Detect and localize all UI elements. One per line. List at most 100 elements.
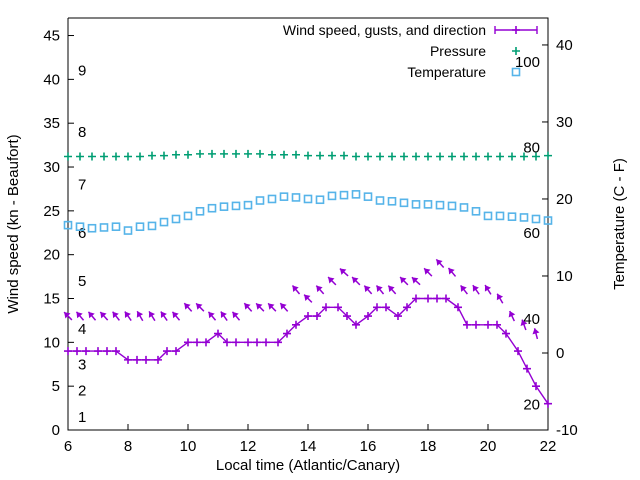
wind-speed-point (232, 338, 240, 347)
arrow-head (508, 311, 516, 318)
fahrenheit-label: 40 (523, 311, 540, 328)
temperature-point (195, 206, 205, 216)
arrow-head (124, 311, 131, 319)
wind-speed-point (163, 347, 171, 356)
arrow-head (208, 311, 215, 319)
wind-direction-arrow (87, 311, 97, 321)
pressure-point (184, 150, 192, 159)
temperature-point (243, 200, 253, 210)
wind-direction-arrow (136, 310, 144, 322)
temperature-point (291, 193, 301, 202)
x-tick-label: 12 (240, 438, 257, 455)
wind-speed-point (454, 303, 462, 312)
wind-direction-arrow (411, 276, 421, 286)
wind-direction-arrow (423, 267, 433, 277)
temperature-point (375, 196, 385, 205)
pressure-point (148, 151, 156, 160)
pressure-point (532, 152, 540, 161)
beaufort-label: 5 (78, 273, 86, 290)
beaufort-label: 9 (78, 63, 86, 80)
arrow-head (88, 311, 95, 319)
beaufort-label: 6 (78, 225, 86, 242)
wind-direction-arrow (327, 276, 337, 286)
chart-legend: Wind speed, gusts, and direction Pressure… (283, 22, 538, 80)
wind-speed-point (292, 320, 300, 329)
wind-direction-arrow (112, 311, 120, 321)
temperature-point (363, 192, 373, 201)
temperature-point (399, 198, 409, 208)
wind-speed-point (214, 329, 222, 338)
y2-axis-title: Temperature (C - F) (611, 158, 628, 290)
wind-direction-arrow (508, 310, 516, 322)
wind-speed-point (403, 303, 411, 312)
temperature-point (207, 203, 217, 213)
wind-direction-arrow (124, 311, 132, 321)
pressure-point (268, 150, 276, 159)
x-tick-label: 20 (480, 438, 497, 455)
legend-label: Wind speed, gusts, and direction (283, 22, 486, 38)
wind-speed-point (103, 347, 111, 356)
wind-direction-arrow (447, 267, 457, 277)
y2-tick-label: 40 (556, 37, 573, 54)
arrow-head (256, 303, 263, 310)
y2-tick-label: 10 (556, 268, 573, 285)
temperature-point (327, 191, 337, 201)
arrow-head (424, 268, 431, 275)
temperature-point (339, 190, 349, 200)
pressure-point (88, 152, 96, 161)
y-tick-label: 35 (43, 115, 60, 132)
wind-direction-arrow (99, 311, 109, 321)
y2-tick-label: -10 (556, 422, 578, 439)
pressure-point (520, 152, 528, 161)
legend-label: Pressure (430, 43, 486, 59)
temperature-point (123, 226, 133, 235)
temperature-point (435, 200, 445, 210)
wind-speed-point (142, 355, 150, 364)
wind-speed-point (253, 338, 261, 347)
wind-speed-point (283, 329, 291, 338)
pressure-point (424, 152, 432, 161)
wind-speed-point (493, 320, 501, 329)
pressure-point (484, 152, 492, 161)
temperature-point (111, 222, 121, 231)
y2-tick-label: 30 (556, 114, 573, 131)
y-axis-ticks: 0 5 10 15 20 25 30 35 40 45 (43, 28, 74, 439)
y-tick-label: 30 (43, 159, 60, 176)
wind-direction-arrow (63, 311, 73, 321)
wind-speed-point (64, 347, 72, 356)
y-axis-title: Wind speed (kn - Beaufort) (5, 134, 22, 313)
temperature-point (255, 196, 265, 205)
wind-speed-point (94, 347, 102, 356)
pressure-point (112, 152, 120, 161)
pressure-point (340, 151, 348, 160)
temperature-point (99, 223, 109, 232)
arrow-head (352, 277, 359, 284)
wind-speed-point (154, 355, 162, 364)
beaufort-label: 4 (78, 321, 86, 338)
temperature-point (315, 195, 325, 205)
legend-label: Temperature (407, 64, 486, 80)
pressure-point (508, 152, 516, 161)
wind-direction-arrow (496, 293, 504, 304)
y-tick-label: 15 (43, 291, 60, 308)
temperature-point (447, 201, 457, 211)
arrow-head (339, 268, 347, 275)
temperature-point (171, 214, 181, 224)
temperature-point (219, 202, 229, 211)
wind-direction-arrow (148, 310, 156, 322)
arrow-head (172, 311, 179, 319)
legend-sample-plus (512, 26, 520, 34)
pressure-point (220, 149, 228, 158)
beaufort-label: 2 (78, 383, 86, 400)
temperature-point (63, 220, 73, 230)
arrow-head (112, 311, 119, 319)
wind-speed-point (304, 312, 312, 321)
temperature-point (531, 214, 541, 224)
arrow-head (388, 285, 395, 293)
wind-direction-arrow (375, 285, 385, 295)
pressure-point (328, 151, 336, 160)
y-tick-label: 5 (52, 378, 60, 395)
pressure-point (100, 152, 108, 161)
pressure-point (256, 149, 264, 158)
fahrenheit-label: 100 (515, 54, 540, 71)
